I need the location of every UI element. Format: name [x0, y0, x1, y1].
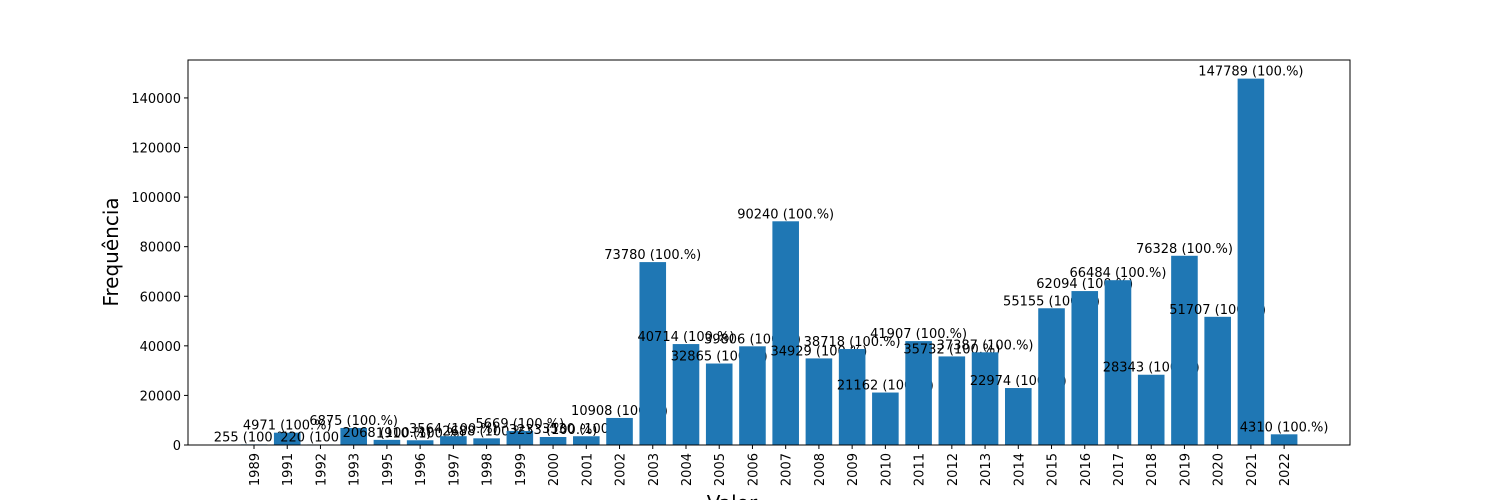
x-tick-label: 2020 [1212, 453, 1227, 486]
x-tick-label: 1997 [447, 453, 462, 486]
x-tick-label: 2021 [1245, 453, 1260, 486]
bar [1137, 374, 1165, 445]
bar [1171, 255, 1198, 445]
value-label: 6875 (100.%) [309, 414, 398, 429]
bar [1270, 434, 1298, 445]
x-tick-label: 2012 [946, 453, 961, 486]
bar [273, 432, 301, 445]
x-tick-label: 2007 [780, 453, 795, 486]
bar [340, 427, 367, 445]
x-tick-label: 1996 [414, 453, 429, 486]
value-label: 3233 (100.%) [509, 423, 598, 438]
y-tick-label: 140000 [131, 92, 181, 107]
bar [938, 356, 966, 445]
value-label: 40714 (100.%) [638, 330, 735, 345]
x-tick-label: 2002 [614, 453, 629, 486]
x-tick-label: 2022 [1278, 453, 1293, 486]
value-label: 76328 (100.%) [1136, 242, 1233, 257]
y-tick-label: 60000 [140, 290, 181, 305]
y-tick-label: 100000 [131, 191, 181, 206]
x-tick-label: 2019 [1178, 453, 1193, 486]
x-tick-label: 1991 [281, 453, 296, 486]
bar [1038, 308, 1065, 445]
bar [1004, 388, 1032, 445]
bar [639, 262, 667, 445]
value-label: 147789 (100.%) [1198, 65, 1303, 80]
y-tick-label: 80000 [140, 241, 181, 256]
x-tick-label: 2016 [1079, 453, 1094, 486]
plot-frame [187, 59, 1351, 446]
value-label: 38718 (100.%) [804, 335, 901, 350]
x-tick-label: 2017 [1112, 453, 1127, 486]
y-tick-label: 120000 [131, 142, 181, 157]
bar [772, 221, 799, 445]
x-tick-label: 2018 [1145, 453, 1160, 486]
x-tick-label: 2004 [680, 453, 695, 486]
bar [606, 417, 633, 445]
bar [672, 344, 700, 445]
bar [739, 346, 766, 445]
bar [473, 438, 500, 445]
value-label: 37387 (100.%) [937, 338, 1034, 353]
value-label: 2068 (100.%) [343, 426, 432, 441]
bar [1204, 316, 1231, 445]
bar [872, 392, 899, 445]
x-tick-label: 2000 [547, 453, 562, 486]
value-label: 41907 (100.%) [870, 327, 967, 342]
y-tick-label: 0 [173, 439, 181, 454]
x-tick-label: 1995 [381, 453, 396, 486]
value-label: 5669 (100.%) [476, 417, 565, 432]
x-tick-label: 2013 [979, 453, 994, 486]
x-tick-label: 2003 [647, 453, 662, 486]
bar [1104, 280, 1132, 445]
bar [573, 436, 600, 445]
bar [506, 430, 534, 445]
value-label: 73780 (100.%) [604, 248, 701, 263]
bar [905, 341, 932, 445]
bar [971, 352, 999, 445]
x-tick-label: 2008 [813, 453, 828, 486]
x-tick-label: 1989 [248, 453, 263, 486]
bar [440, 436, 467, 445]
x-tick-label: 2009 [846, 453, 861, 486]
y-tick-label: 20000 [140, 389, 181, 404]
x-tick-label: 2014 [1012, 453, 1027, 486]
bar [805, 358, 833, 445]
value-label: 90240 (100.%) [737, 207, 834, 222]
value-label: 4310 (100.%) [1240, 420, 1329, 435]
x-tick-label: 2006 [746, 453, 761, 486]
bar [539, 436, 567, 445]
x-axis-label: Valor [707, 491, 758, 500]
x-tick-label: 1992 [314, 453, 329, 486]
x-tick-label: 2005 [713, 453, 728, 486]
bar [406, 440, 434, 445]
y-tick-label: 40000 [140, 340, 181, 355]
x-tick-label: 2010 [879, 453, 894, 486]
x-tick-label: 2015 [1046, 453, 1061, 486]
y-axis-label: Frequência [99, 197, 123, 306]
value-label: 3564 (100.%) [409, 422, 498, 437]
value-label: 4971 (100.%) [243, 419, 332, 434]
x-tick-label: 1999 [514, 453, 529, 486]
value-label: 66484 (100.%) [1070, 266, 1167, 281]
x-tick-label: 2001 [580, 453, 595, 486]
x-tick-label: 1998 [481, 453, 496, 486]
bar [1071, 291, 1099, 445]
bar [373, 439, 401, 445]
bar [705, 363, 733, 445]
x-tick-label: 2011 [913, 453, 928, 486]
bar [1237, 78, 1265, 446]
x-tick-label: 1993 [348, 453, 363, 486]
bar [838, 349, 866, 445]
